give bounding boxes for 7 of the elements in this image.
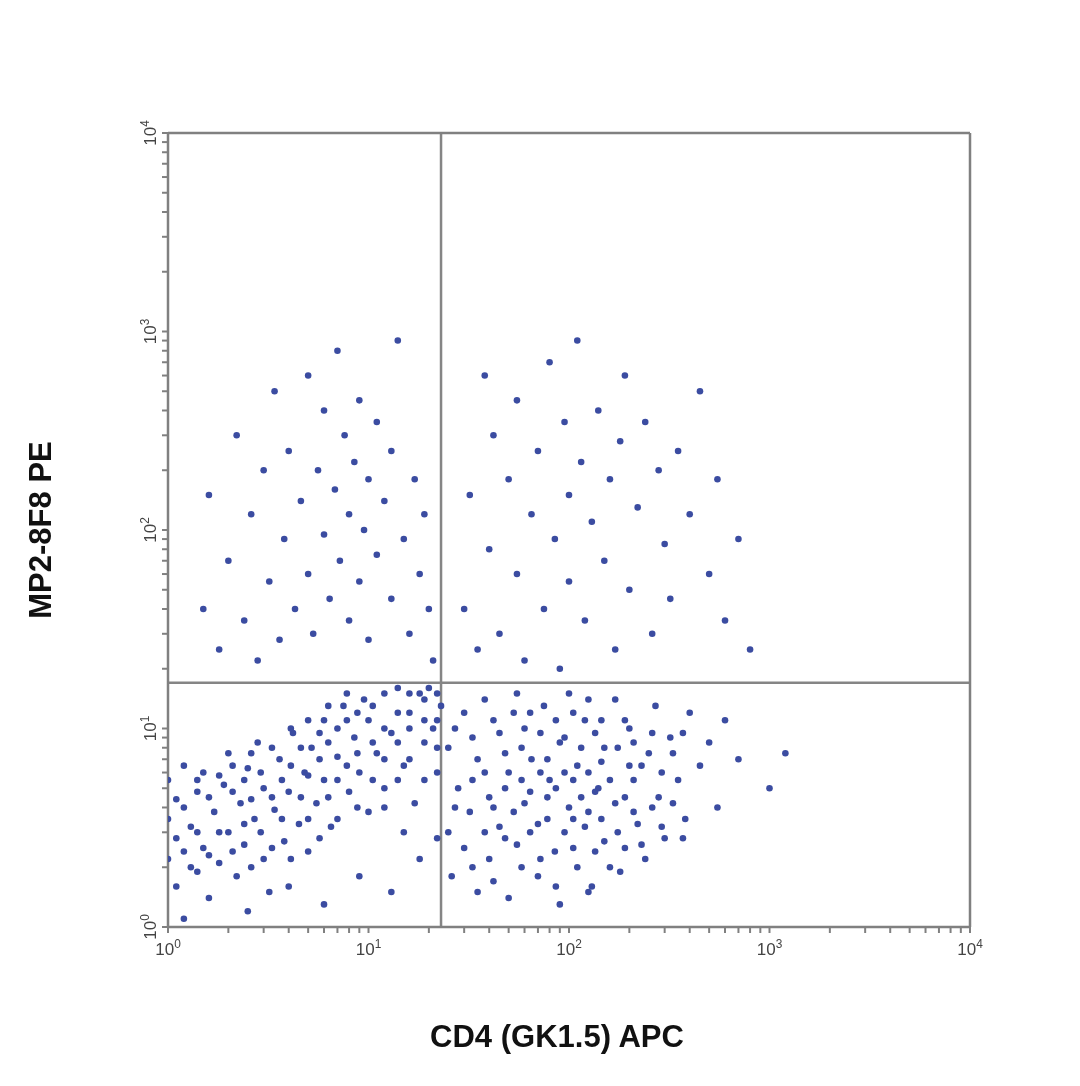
- x-tick-label: 10$^{4}$: [957, 937, 984, 959]
- x-tick-label: 10$^{3}$: [756, 937, 783, 959]
- x-tick-label: 10$^{1}$: [355, 937, 382, 959]
- x-tick-label: 10$^{0}$: [155, 937, 182, 959]
- x-axis-title: CD4 (GK1.5) APC: [430, 1018, 684, 1054]
- x-tick-label: 10$^{2}$: [556, 937, 583, 959]
- y-axis-title: MP2-8F8 PE: [22, 441, 58, 619]
